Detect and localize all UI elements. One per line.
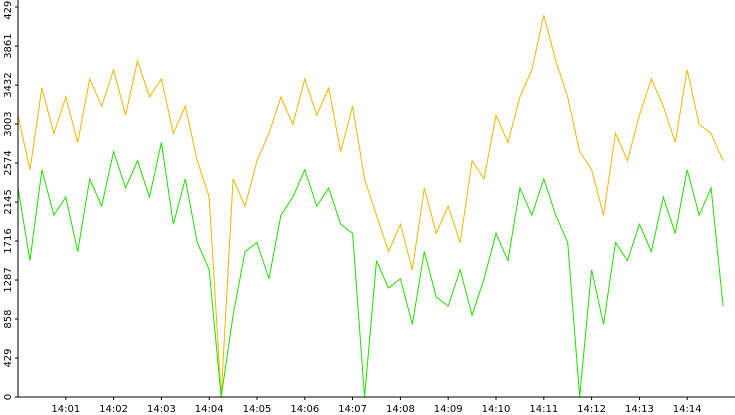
series-line: [17, 142, 724, 398]
y-tick-label: 3432: [3, 72, 14, 97]
x-tick-label: 14:01: [51, 404, 80, 415]
y-tick-label: 858: [3, 309, 14, 328]
y-tick-label: 4291: [3, 0, 14, 20]
x-tick-label: 14:07: [338, 404, 367, 415]
y-tick-label: 2574: [3, 150, 14, 175]
x-tick-label: 14:09: [434, 404, 463, 415]
y-tick-label: 2145: [3, 189, 14, 214]
y-tick-label: 1287: [3, 267, 14, 292]
y-tick-label: 1716: [3, 228, 14, 253]
x-tick-label: 14:05: [243, 404, 272, 415]
x-tick-label: 14:12: [577, 404, 606, 415]
x-tick-label: 14:14: [673, 404, 702, 415]
x-tick-label: 14:11: [529, 404, 558, 415]
x-tick-label: 14:08: [386, 404, 415, 415]
x-tick-label: 14:02: [99, 404, 128, 415]
y-tick-label: 3861: [3, 33, 14, 58]
x-tick-label: 14:04: [195, 404, 224, 415]
series-line: [17, 15, 724, 398]
x-tick-label: 14:10: [482, 404, 511, 415]
y-tick-label: 3003: [3, 111, 14, 136]
x-tick-label: 14:06: [290, 404, 319, 415]
y-tick-label: 429: [3, 348, 14, 367]
y-tick-label: 0: [3, 394, 14, 400]
x-tick-label: 14:13: [625, 404, 654, 415]
x-tick-label: 14:03: [147, 404, 176, 415]
